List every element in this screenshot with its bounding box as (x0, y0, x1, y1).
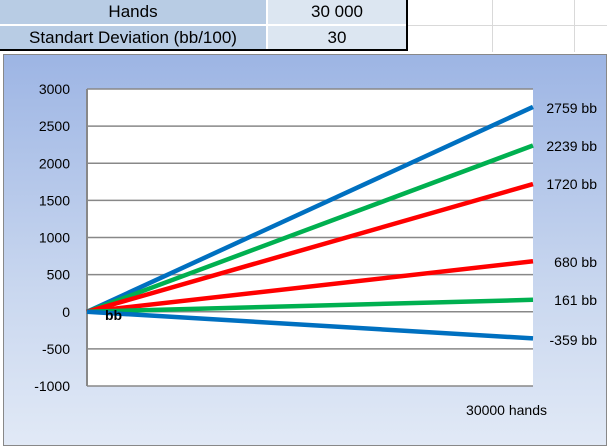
chart[interactable]: 3000 2500 2000 1500 1000 500 0 -500 -1000 2759 bb… (3, 54, 607, 446)
y-tick-label: 1500 (39, 192, 70, 208)
y-tick-label: 500 (47, 267, 71, 283)
y-tick-label: 2000 (39, 155, 70, 171)
cell-sd-label[interactable]: Standart Deviation (bb/100) (0, 26, 266, 50)
y-tick-label: -500 (42, 341, 70, 357)
series-end-label: 161 bb (554, 292, 597, 308)
y-tick-label: 3000 (39, 81, 70, 97)
series-line (86, 143, 534, 314)
series-line (86, 181, 534, 314)
series-line (86, 297, 534, 314)
series-end-label: 680 bb (554, 254, 597, 270)
series-line (86, 104, 534, 314)
table-border-right (406, 0, 408, 51)
series-end-label: 2239 bb (546, 138, 597, 154)
series-end-label: 2759 bb (546, 100, 597, 116)
y-tick-label: -1000 (34, 378, 70, 394)
cell-sd-value[interactable]: 30 (268, 26, 406, 50)
series-line (86, 259, 534, 314)
y-tick-label: 1000 (39, 230, 70, 246)
y-tick-label: 2500 (39, 118, 70, 134)
series-end-label: -359 bb (550, 332, 598, 348)
series-line (86, 309, 534, 341)
origin-label: bb (105, 307, 122, 323)
series-end-label: 1720 bb (546, 176, 597, 192)
cell-hands-value[interactable]: 30 000 (268, 0, 406, 24)
cell-hands-label[interactable]: Hands (0, 0, 266, 24)
x-axis-label: 30000 hands (466, 402, 547, 418)
table-border-bottom (0, 49, 408, 51)
y-tick-label: 0 (62, 304, 70, 320)
chart-svg: 3000 2500 2000 1500 1000 500 0 -500 -1000 2759 bb… (34, 81, 598, 418)
